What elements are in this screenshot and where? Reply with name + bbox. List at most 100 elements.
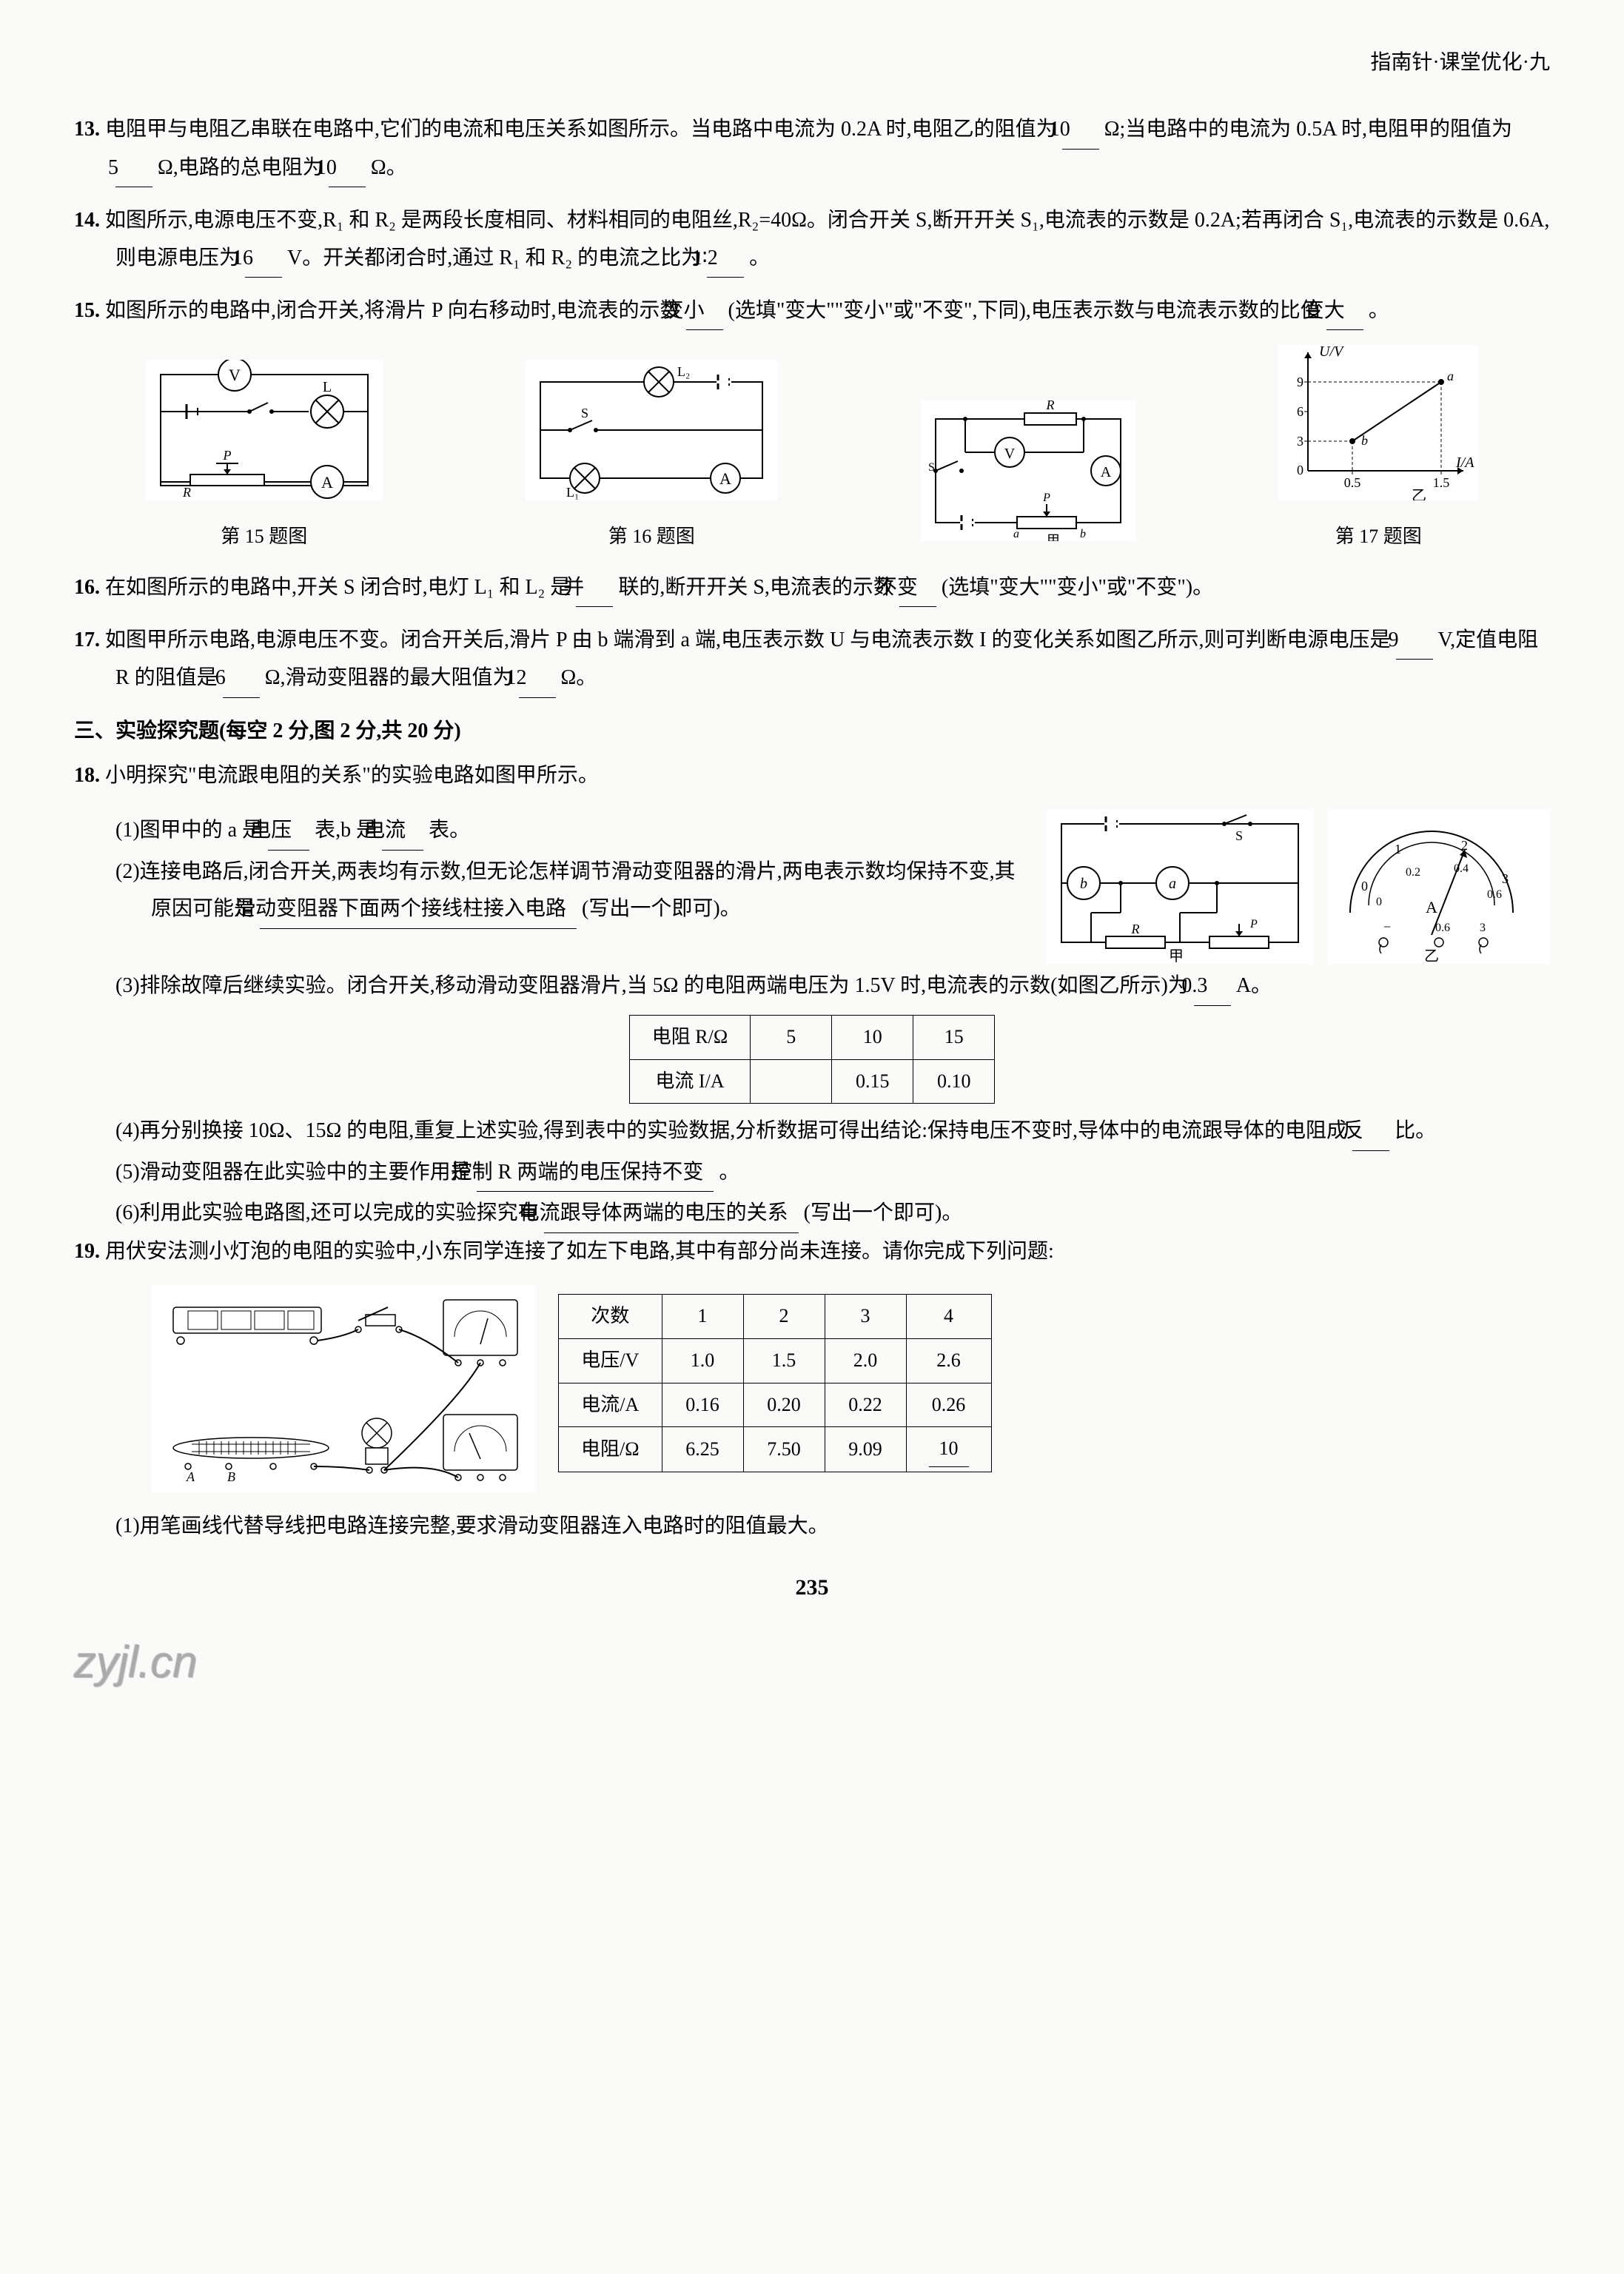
svg-text:a: a (1169, 876, 1176, 892)
q17-text-d: Ω。 (561, 666, 597, 689)
svg-text:P: P (1249, 918, 1258, 930)
q13-blank-1: 10 (1062, 111, 1099, 149)
q18-sub3-blank: 0.3 (1194, 967, 1231, 1005)
q18-sub1-blank-b: 电流 (382, 812, 423, 850)
section-3-title: 三、实验探究题(每空 2 分,图 2 分,共 20 分) (74, 713, 1550, 750)
svg-text:乙: 乙 (1412, 488, 1426, 500)
table-row: 次数 1 2 3 4 (559, 1295, 992, 1339)
graph-17-svg: U/V I/A 0 3 6 9 0.5 1.5 b a 乙 (1278, 345, 1478, 500)
apparatus-19-svg: A B (151, 1285, 536, 1492)
table-cell: 2.6 (906, 1338, 991, 1383)
svg-text:0.5: 0.5 (1344, 475, 1361, 490)
table-cell: 0.16 (662, 1383, 743, 1427)
table-row: 电阻/Ω 6.25 7.50 9.09 10 (559, 1427, 992, 1472)
table-cell: 电阻 R/Ω (629, 1015, 750, 1059)
q18-sub1-c: 表。 (429, 819, 470, 842)
table-cell: 0.20 (743, 1383, 825, 1427)
q16-blank-2: 不变 (899, 569, 936, 607)
question-14: 14. 如图所示,电源电压不变,R₁ 和 R₂ 是两段长度相同、材料相同的电阻丝… (74, 202, 1550, 278)
svg-text:S: S (581, 406, 588, 420)
figure-16: L₂ S L₁ A 第 16 题图 (526, 360, 777, 554)
table-cell: 5 (751, 1015, 832, 1059)
table-cell: 1.5 (743, 1338, 825, 1383)
svg-text:0: 0 (1297, 463, 1303, 477)
q14-number: 14. (74, 209, 100, 232)
q15-text-b: (选填"变大""变小"或"不变",下同),电压表示数与电流表示数的比值 (728, 299, 1321, 322)
svg-text:甲: 甲 (1169, 948, 1184, 965)
q16-text-b: 联的,断开开关 S,电流表的示数 (618, 576, 894, 599)
svg-text:R: R (1045, 400, 1054, 412)
table-cell: 2 (743, 1295, 825, 1339)
q13-blank-3: 10 (329, 150, 366, 187)
circuit-18-svg: S a b R P 甲 (1047, 809, 1313, 965)
svg-text:0.2: 0.2 (1406, 866, 1420, 879)
q18-sub3: (3)排除故障后继续实验。闭合开关,移动滑动变阻器滑片,当 5Ω 的电阻两端电压… (74, 967, 1550, 1005)
svg-text:1: 1 (1395, 842, 1401, 856)
table-row: 电流 I/A 0.15 0.10 (629, 1059, 994, 1104)
fig15-caption: 第 15 题图 (146, 520, 383, 554)
q19-sub1: (1)用笔画线代替导线把电路连接完整,要求滑动变阻器连入电路时的阻值最大。 (74, 1508, 1550, 1545)
q17-blank-1: 9 (1396, 622, 1433, 660)
q18-sub6-blank: 电流跟导体两端的电压的关系 (544, 1195, 799, 1232)
q15-text-a: 如图所示的电路中,闭合开关,将滑片 P 向右移动时,电流表的示数 (105, 299, 681, 322)
q19-text-main: 用伏安法测小灯泡的电阻的实验中,小东同学连接了如左下电路,其中有部分尚未连接。请… (105, 1240, 1054, 1263)
figure-15: V L P R A (146, 360, 383, 554)
question-17: 17. 如图甲所示电路,电源电压不变。闭合开关后,滑片 P 由 b 端滑到 a … (74, 622, 1550, 698)
q18-table: 电阻 R/Ω 5 10 15 电流 I/A 0.15 0.10 (629, 1015, 995, 1104)
q18-sub1-blank-a: 电压 (268, 812, 309, 850)
table-cell: 10 (832, 1015, 913, 1059)
q18-sub4: (4)再分别换接 10Ω、15Ω 的电阻,重复上述实验,得到表中的实验数据,分析… (74, 1113, 1550, 1150)
q17-blank-3: 12 (519, 660, 556, 697)
svg-text:b: b (1361, 433, 1368, 448)
svg-text:L₂: L₂ (677, 364, 690, 379)
svg-text:b: b (1080, 876, 1087, 892)
q18-sub5-b: 。 (719, 1161, 739, 1184)
table-cell: 0.26 (906, 1383, 991, 1427)
svg-text:b: b (1080, 528, 1086, 540)
q19-number: 19. (74, 1240, 100, 1263)
table-cell: 3 (825, 1295, 906, 1339)
table-cell: 电流/A (559, 1383, 662, 1427)
q17-number: 17. (74, 628, 100, 651)
table-cell: 6.25 (662, 1427, 743, 1472)
q17-text-c: Ω,滑动变阻器的最大阻值为 (265, 666, 514, 689)
figure-17-circuit: R V A S P a b 甲 (921, 400, 1135, 554)
q18-sub1-a: (1)图甲中的 a 是 (115, 819, 263, 842)
table-cell: 电流 I/A (629, 1059, 750, 1104)
fig16-caption: 第 16 题图 (526, 520, 777, 554)
q17-text-a: 如图甲所示电路,电源电压不变。闭合开关后,滑片 P 由 b 端滑到 a 端,电压… (105, 628, 1391, 651)
svg-text:1.5: 1.5 (1433, 475, 1450, 490)
svg-text:R: R (1131, 922, 1140, 936)
q14-text-b: V。开关都闭合时,通过 R₁ 和 R₂ 的电流之比为 (287, 246, 702, 269)
circuit-15-svg: V L P R A (146, 360, 383, 500)
svg-text:3: 3 (1297, 434, 1303, 449)
svg-text:甲: 甲 (1047, 533, 1060, 541)
q18-sub1: (1)图甲中的 a 是 电压 表,b 是 电流 表。 (74, 812, 1024, 850)
q15-number: 15. (74, 299, 100, 322)
q14-blank-1: 16 (245, 240, 282, 278)
svg-text:a: a (1447, 369, 1454, 383)
table-cell: 0.15 (832, 1059, 913, 1104)
table-row: 电流/A 0.16 0.20 0.22 0.26 (559, 1383, 992, 1427)
circuit-16-svg: L₂ S L₁ A (526, 360, 777, 500)
svg-text:0.4: 0.4 (1454, 862, 1469, 875)
table-cell: 10 (906, 1427, 991, 1472)
page-number: 235 (74, 1568, 1550, 1608)
q13-blank-2: 5 (115, 150, 152, 187)
table-cell: 7.50 (743, 1427, 825, 1472)
q18-sub5-blank: 控制 R 两端的电压保持不变 (477, 1154, 714, 1192)
q16-blank-1: 并 (576, 569, 613, 607)
svg-text:A: A (1101, 464, 1112, 480)
question-16: 16. 在如图所示的电路中,开关 S 闭合时,电灯 L₁ 和 L₂ 是 并 联的… (74, 569, 1550, 607)
table-cell: 电阻/Ω (559, 1427, 662, 1472)
table-row: 电阻 R/Ω 5 10 15 (629, 1015, 994, 1059)
table-cell: 0.10 (913, 1059, 995, 1104)
svg-text:P: P (222, 448, 231, 463)
q18-sub4-a: (4)再分别换接 10Ω、15Ω 的电阻,重复上述实验,得到表中的实验数据,分析… (115, 1119, 1347, 1142)
q18-sub3-b: A。 (1236, 974, 1272, 997)
q18-sub6-b: (写出一个即可)。 (804, 1201, 963, 1224)
watermark: zyjl.cn (74, 1623, 1550, 1703)
q19-table: 次数 1 2 3 4 电压/V 1.0 1.5 2.0 2.6 电流/A 0.1… (558, 1294, 992, 1472)
svg-text:A: A (321, 473, 333, 492)
q18-sub4-b: 比。 (1395, 1119, 1436, 1142)
